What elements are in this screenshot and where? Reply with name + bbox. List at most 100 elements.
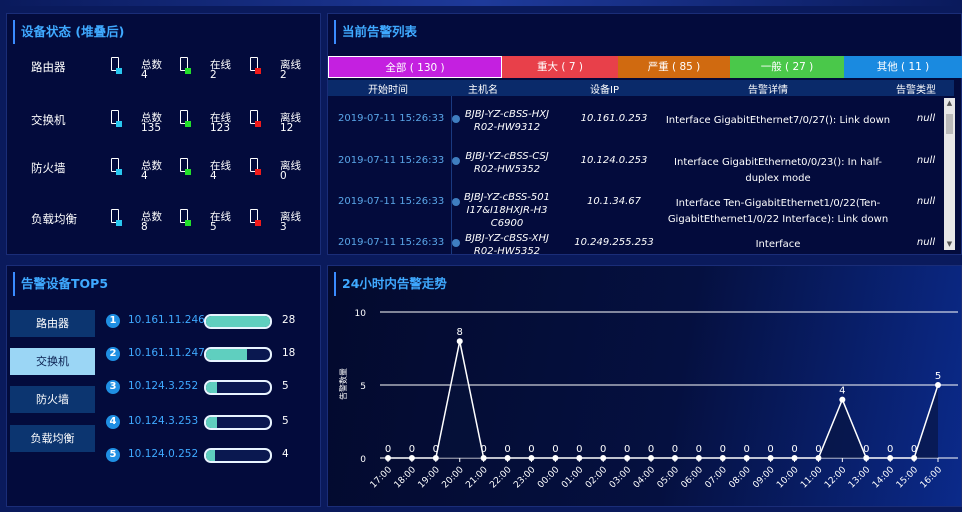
x-tick-label: 19:00 xyxy=(417,465,443,491)
stat-total-label: 总数 xyxy=(141,112,162,124)
x-tick-label: 07:00 xyxy=(703,465,729,491)
scroll-down-icon[interactable]: ▼ xyxy=(946,240,953,248)
alarm-device-ip: 10.124.0.253 xyxy=(580,155,648,166)
top5-category-button[interactable]: 交换机 xyxy=(10,348,95,375)
x-tick-label: 00:00 xyxy=(536,465,562,491)
device-ip: 10.161.11.247 xyxy=(128,347,205,359)
alarm-count-bar-fill xyxy=(206,382,218,393)
alarm-count-bar-fill xyxy=(206,417,218,428)
trend-data-label: 0 xyxy=(696,444,702,455)
x-tick-label: 22:00 xyxy=(488,465,514,491)
alarm-tab-0[interactable]: 全部 ( 130 ) xyxy=(328,56,502,78)
timeline-dot xyxy=(452,198,460,206)
stat-offline: 离线 0 xyxy=(250,156,310,196)
trend-point xyxy=(935,382,941,388)
x-tick-label: 03:00 xyxy=(608,465,634,491)
stat-total-value: 4 xyxy=(141,69,148,81)
scroll-thumb[interactable] xyxy=(946,114,953,134)
stat-online: 在线 5 xyxy=(180,207,240,247)
device-type-name: 防火墙 xyxy=(31,161,66,175)
stat-total-value: 135 xyxy=(141,122,162,134)
stat-offline-label: 离线 xyxy=(280,211,301,223)
trend-data-label: 0 xyxy=(911,444,917,455)
alarm-count: 28 xyxy=(282,314,296,326)
device-total-icon xyxy=(111,110,122,127)
alarm-row[interactable]: 2019-07-11 15:26:33 BJBJ-YZ-cBSS-XHJR02-H… xyxy=(336,232,946,254)
device-offline-icon xyxy=(250,57,261,74)
trend-data-label: 8 xyxy=(457,327,463,338)
alarm-row[interactable]: 2019-07-11 15:26:33 BJBJ-YZ-cBSS-CSJR02-H… xyxy=(336,150,946,190)
alarm-row[interactable]: 2019-07-11 15:26:33 BJBJ-YZ-cBSS-501I17&I… xyxy=(336,191,946,231)
alarm-start-time: 2019-07-11 15:26:33 xyxy=(338,155,445,166)
x-tick-label: 14:00 xyxy=(871,465,897,491)
alarm-hostname: BJBJ-YZ-cBSS-CSJR02-HW5352 xyxy=(465,151,549,175)
alarm-device-ip: 10.249.255.253 xyxy=(574,237,654,248)
alarm-list-panel: 当前告警列表 xyxy=(327,13,962,255)
trend-data-label: 5 xyxy=(935,371,941,382)
alarm-count-bar-fill xyxy=(206,450,216,461)
trend-series-line xyxy=(388,341,939,459)
stat-online-label: 在线 xyxy=(210,211,231,223)
trend-data-label: 0 xyxy=(480,444,486,455)
alarm-row[interactable]: 2019-07-11 15:26:33 BJBJ-YZ-cBSS-HXJR02-H… xyxy=(336,108,946,148)
alarm-detail: Interface GigabitEthernet7/0/27(): Link … xyxy=(665,115,891,126)
stat-total-value: 8 xyxy=(141,221,148,233)
alarm-tab-3[interactable]: 一般 ( 27 ) xyxy=(730,56,844,78)
stat-offline-label: 离线 xyxy=(280,160,301,172)
trend-area xyxy=(388,341,938,458)
stat-total: 总数 8 xyxy=(111,207,171,247)
top5-category-button[interactable]: 防火墙 xyxy=(10,386,95,413)
x-tick-label: 02:00 xyxy=(584,465,610,491)
trend-data-label: 0 xyxy=(672,444,678,455)
alarm-count: 5 xyxy=(282,415,289,427)
trend-data-label: 0 xyxy=(767,444,773,455)
alarm-scrollbar[interactable]: ▲ ▼ xyxy=(944,98,955,250)
scroll-up-icon[interactable]: ▲ xyxy=(946,99,953,107)
stat-offline: 离线 2 xyxy=(250,55,310,95)
device-type-name: 负载均衡 xyxy=(31,212,77,226)
alarm-tab-4[interactable]: 其他 ( 11 ) xyxy=(844,56,962,78)
trend-data-label: 4 xyxy=(839,386,845,397)
x-tick-label: 06:00 xyxy=(680,465,706,491)
device-ip: 10.124.3.252 xyxy=(128,380,199,392)
top5-category-button[interactable]: 负载均衡 xyxy=(10,425,95,452)
y-tick-label: 0 xyxy=(360,455,366,465)
stat-offline: 离线 3 xyxy=(250,207,310,247)
device-type-name: 路由器 xyxy=(31,60,66,74)
trend-data-label: 0 xyxy=(720,444,726,455)
stat-online-label: 在线 xyxy=(210,112,231,124)
x-tick-label: 01:00 xyxy=(560,465,586,491)
x-tick-label: 12:00 xyxy=(823,465,849,491)
device-row: 路由器 总数 4 在线 2 离线 2 xyxy=(7,55,327,95)
x-tick-label: 04:00 xyxy=(632,465,658,491)
alarm-filter-tabs: 全部 ( 130 ) 重大 ( 7 ) 严重 ( 85 ) 一般 ( 27 ) 其他 (… xyxy=(328,56,962,78)
trend-line-chart: 0 5 10 告警数量 0 0 0 8 0 0 0 0 0 0 0 0 0 0 0 0 0 0 0 4 0 0 0 5 17:0018:… xyxy=(338,309,958,491)
top5-title: 告警设备TOP5 xyxy=(13,272,108,296)
trend-point xyxy=(456,338,463,345)
alarm-tab-1[interactable]: 重大 ( 7 ) xyxy=(502,56,618,78)
stat-total-label: 总数 xyxy=(141,160,162,172)
top5-category-button[interactable]: 路由器 xyxy=(10,310,95,337)
alarm-hostname: BJBJ-YZ-cBSS-XHJR02-HW5352 xyxy=(465,233,549,254)
stat-total-value: 4 xyxy=(141,170,148,182)
alarm-count-bar-fill xyxy=(206,349,248,360)
alarm-count: 18 xyxy=(282,347,296,359)
device-row: 交换机 总数 135 在线 123 离线 12 xyxy=(7,108,327,148)
trend-data-label: 0 xyxy=(600,444,606,455)
x-tick-label: 11:00 xyxy=(799,465,825,491)
alarm-start-time: 2019-07-11 15:26:33 xyxy=(338,113,445,124)
device-ip: 10.161.11.246 xyxy=(128,314,205,326)
alarm-tab-2[interactable]: 严重 ( 85 ) xyxy=(618,56,730,78)
alarm-table-header: 开始时间 主机名 设备IP 告警详情 告警类型 xyxy=(328,80,954,96)
stat-total: 总数 4 xyxy=(111,156,171,196)
alarm-detail: Interface GigabitEthernet0/0/23(): In ha… xyxy=(674,157,882,184)
trend-data-label: 0 xyxy=(648,444,654,455)
device-total-icon xyxy=(111,158,122,175)
x-tick-label: 16:00 xyxy=(919,465,945,491)
device-status-panel: 设备状态 (堆叠后) 路由器 总数 4 在线 2 离线 2 交换机 总数 135 在线 123 离线 12… xyxy=(6,13,321,255)
alarm-detail: Interface GigabitEthernet0/0/44(donghuan… xyxy=(755,239,801,250)
trend-title: 24小时内告警走势 xyxy=(334,272,447,296)
timeline-dot xyxy=(452,239,460,247)
y-tick-label: 5 xyxy=(360,382,366,392)
top5-item: 1 10.161.11.246 28 xyxy=(106,314,406,334)
